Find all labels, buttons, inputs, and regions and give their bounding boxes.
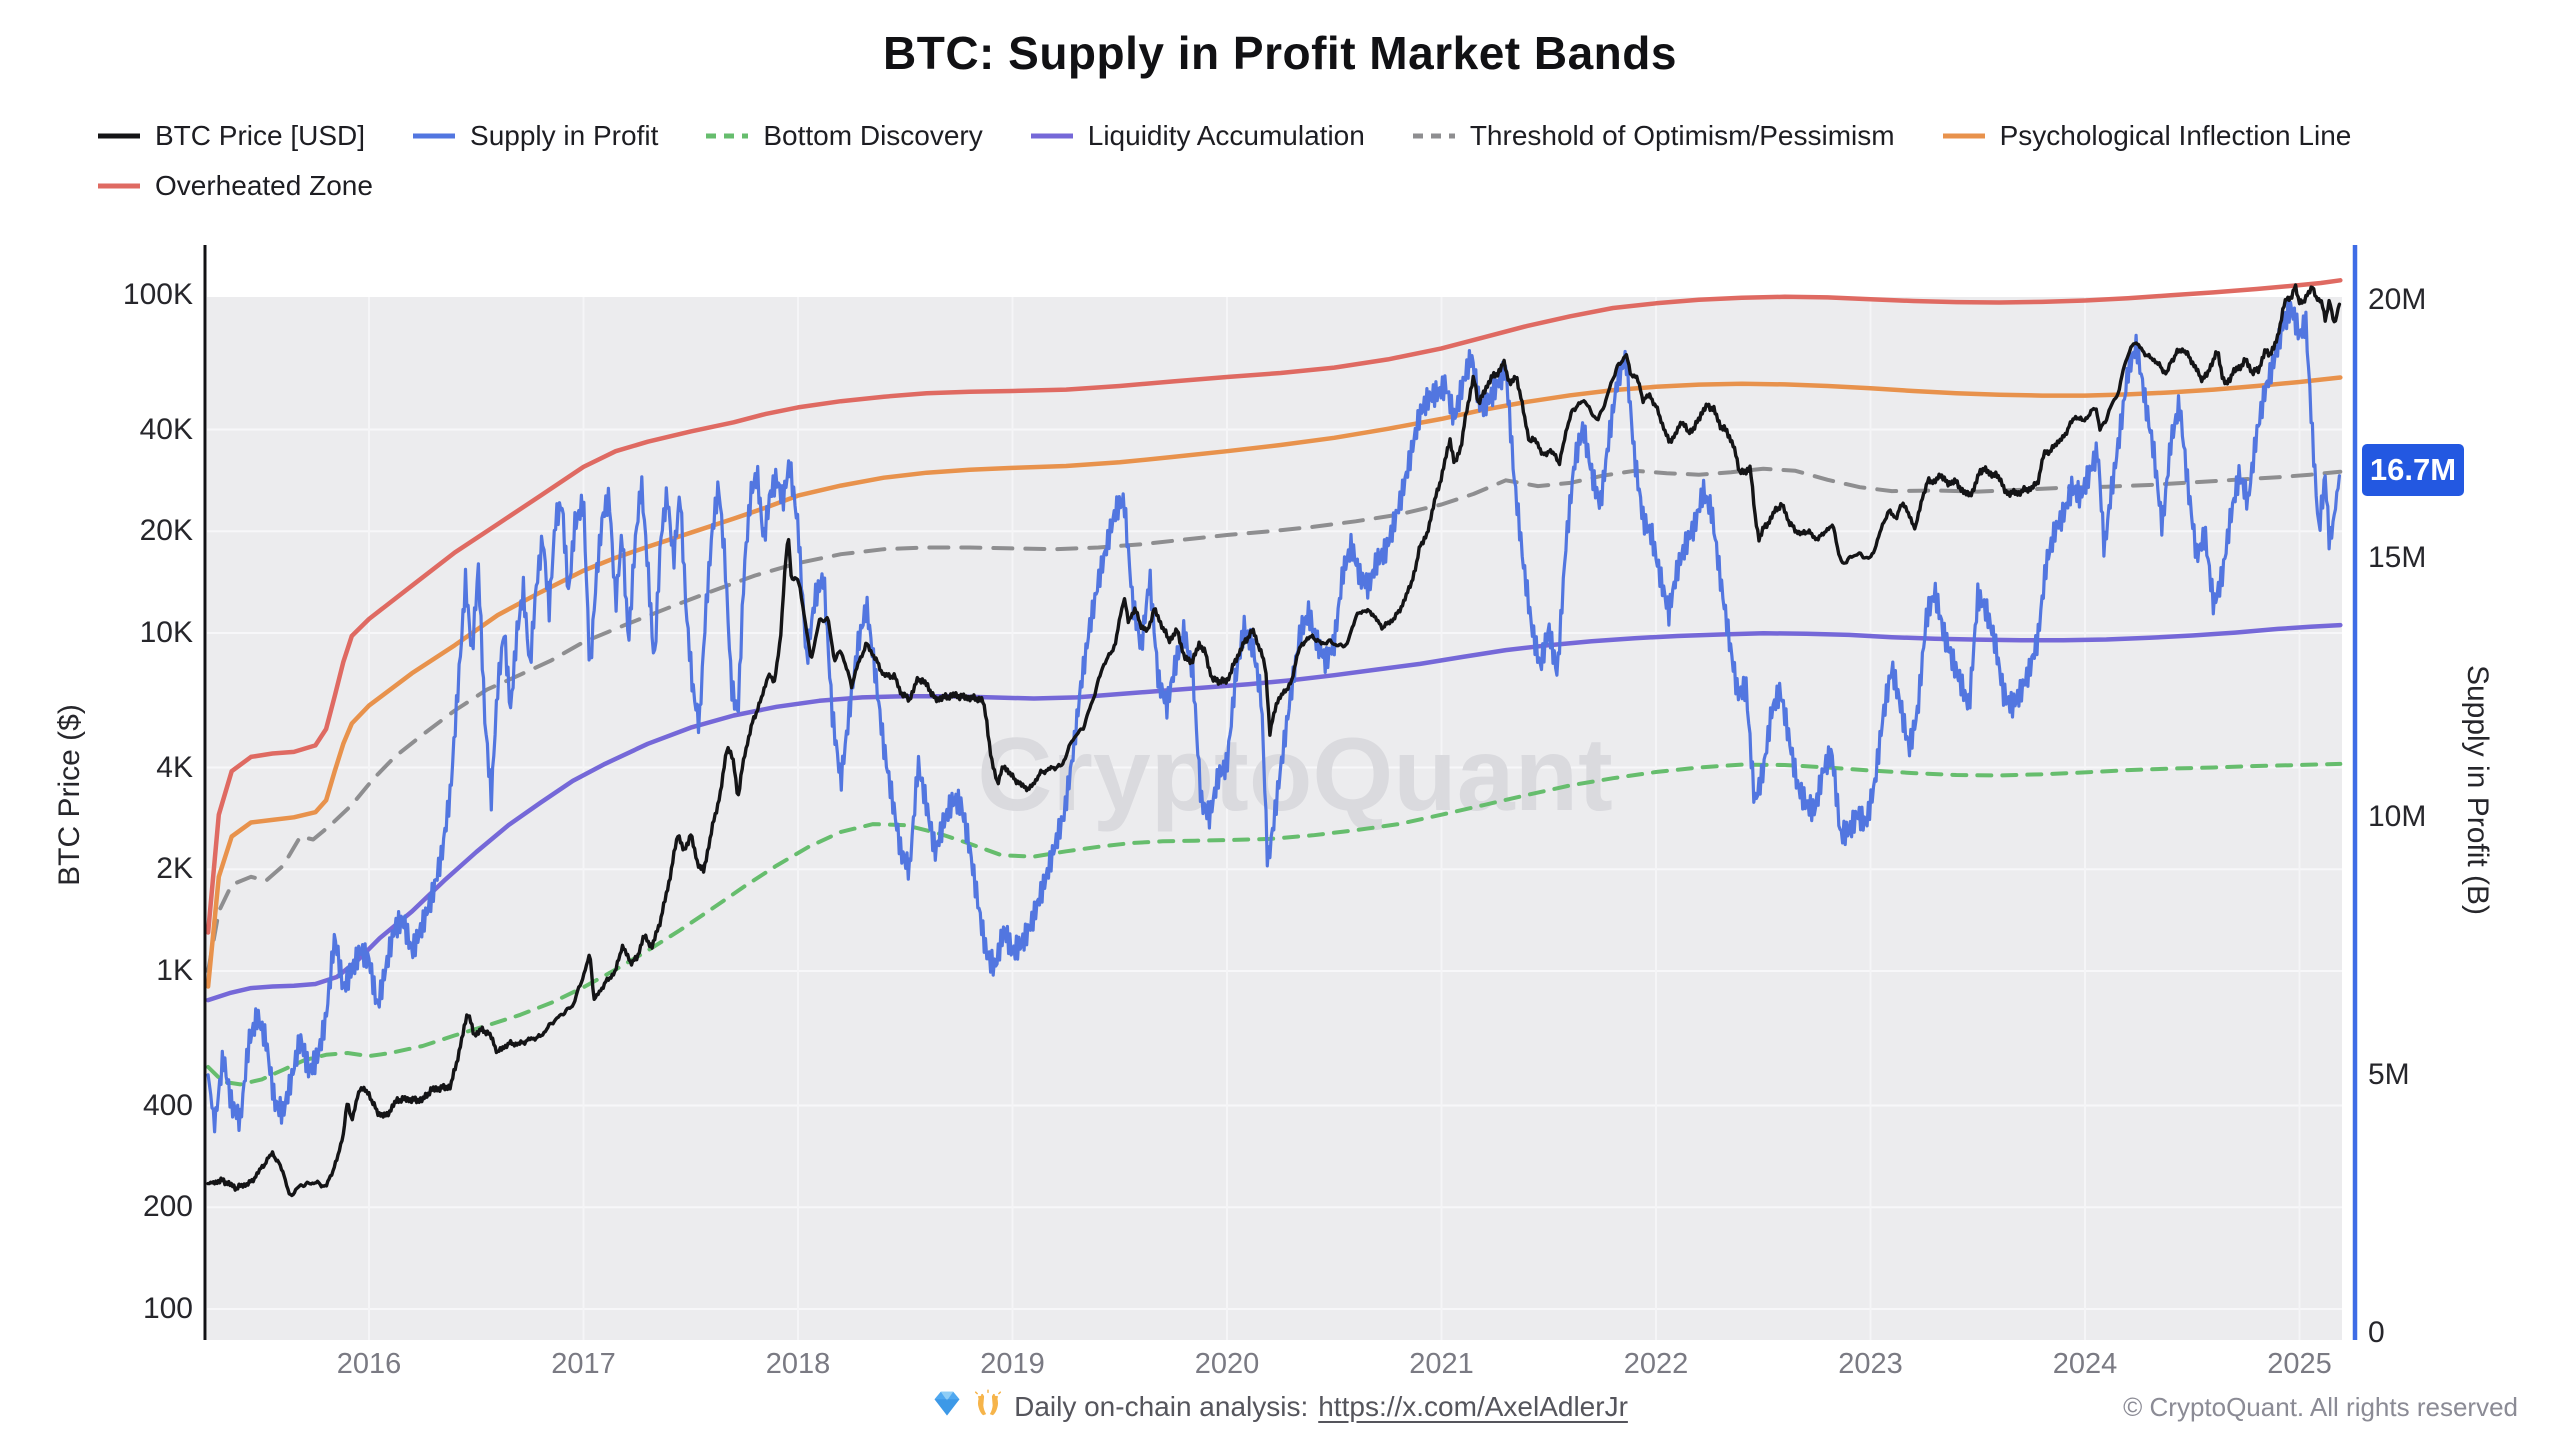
legend-label: Liquidity Accumulation <box>1087 120 1365 151</box>
legend-label: Overheated Zone <box>155 170 373 201</box>
legend: BTC Price [USD] Supply in Profit Bottom Di… <box>96 116 2516 206</box>
series-threshold-optimism-pessimism <box>206 466 2343 973</box>
x-axis-tick: 2020 <box>1194 1348 1260 1380</box>
left-axis-tick: 20K <box>139 514 193 548</box>
right-axis-title: Supply in Profit (B) <box>2461 664 2494 916</box>
legend-marker-line <box>706 133 749 139</box>
legend-marker-line <box>98 133 140 139</box>
left-axis-tick: 400 <box>142 1088 193 1122</box>
left-axis-tick: 200 <box>142 1190 193 1224</box>
series-supply-in-profit <box>206 300 2341 1134</box>
legend-label: Psychological Inflection Line <box>1999 120 2352 151</box>
raised-hands-icon <box>972 1388 1004 1425</box>
footer-link[interactable]: https://x.com/AxelAdlerJr <box>1318 1390 1628 1422</box>
legend-item-btc-price-usd-[interactable]: BTC Price [USD] <box>96 116 365 156</box>
legend-marker-line <box>98 183 140 189</box>
current-supply-badge: 16.7M <box>2362 444 2464 497</box>
right-axis-tick: 0 <box>2368 1316 2385 1349</box>
footer-analysis-text: Daily on-chain analysis: <box>1014 1390 1309 1422</box>
footer-analysis: Daily on-chain analysis: https://x.com/A… <box>0 1388 2560 1425</box>
left-axis-tick: 1K <box>156 954 193 987</box>
legend-marker-line <box>1412 133 1455 139</box>
series-overheated-zone <box>205 278 2343 935</box>
watermark: CryptoQuant <box>977 717 1613 833</box>
x-axis-tick: 2022 <box>1623 1348 1689 1380</box>
left-axis-tick: 100 <box>142 1292 193 1325</box>
series-bottom-discovery <box>206 761 2343 1087</box>
right-axis-tick: 5M <box>2368 1057 2410 1091</box>
x-axis-tick: 2021 <box>1409 1348 1474 1380</box>
legend-marker-line <box>413 133 456 139</box>
left-axis-tick: 100K <box>122 278 193 311</box>
legend-label: Supply in Profit <box>470 120 659 151</box>
legend-label: Threshold of Optimism/Pessimism <box>1469 120 1895 151</box>
x-axis-tick: 2019 <box>980 1348 1045 1380</box>
right-axis-tick: 20M <box>2368 283 2427 316</box>
x-axis-tick: 2024 <box>2052 1348 2118 1380</box>
copyright-text: © CryptoQuant. All rights reserved <box>2123 1392 2518 1422</box>
x-axis-tick: 2023 <box>1838 1348 1903 1380</box>
x-axis-tick: 2018 <box>765 1348 831 1380</box>
right-axis-tick: 10M <box>2368 799 2427 833</box>
legend-item-bottom-discovery[interactable]: Bottom Discovery <box>704 116 983 156</box>
legend-marker-line <box>1942 133 1985 139</box>
left-axis-tick: 2K <box>156 852 193 886</box>
x-axis-tick: 2016 <box>336 1348 402 1380</box>
legend-item-supply-in-profit[interactable]: Supply in Profit <box>411 116 658 156</box>
legend-marker-line <box>1030 133 1073 139</box>
legend-item-overheated-zone[interactable]: Overheated Zone <box>96 166 373 206</box>
series-btc-price <box>206 283 2342 1198</box>
series-psychological-inflection <box>205 375 2343 989</box>
legend-item-threshold-of-optimism-pessimism[interactable]: Threshold of Optimism/Pessimism <box>1411 116 1895 156</box>
left-axis-tick: 4K <box>156 750 193 784</box>
legend-item-liquidity-accumulation[interactable]: Liquidity Accumulation <box>1029 116 1365 156</box>
legend-label: BTC Price [USD] <box>155 120 366 151</box>
x-axis-tick: 2025 <box>2267 1348 2332 1380</box>
gem-icon <box>932 1388 962 1425</box>
left-axis-tick: 10K <box>139 616 193 649</box>
page-title: BTC: Supply in Profit Market Bands <box>883 27 1677 79</box>
right-axis-tick: 15M <box>2368 541 2427 575</box>
legend-item-psychological-inflection-line[interactable]: Psychological Inflection Line <box>1941 116 2352 156</box>
legend-label: Bottom Discovery <box>763 120 983 151</box>
left-axis-tick: 40K <box>139 412 193 446</box>
x-axis-tick: 2017 <box>551 1348 616 1380</box>
